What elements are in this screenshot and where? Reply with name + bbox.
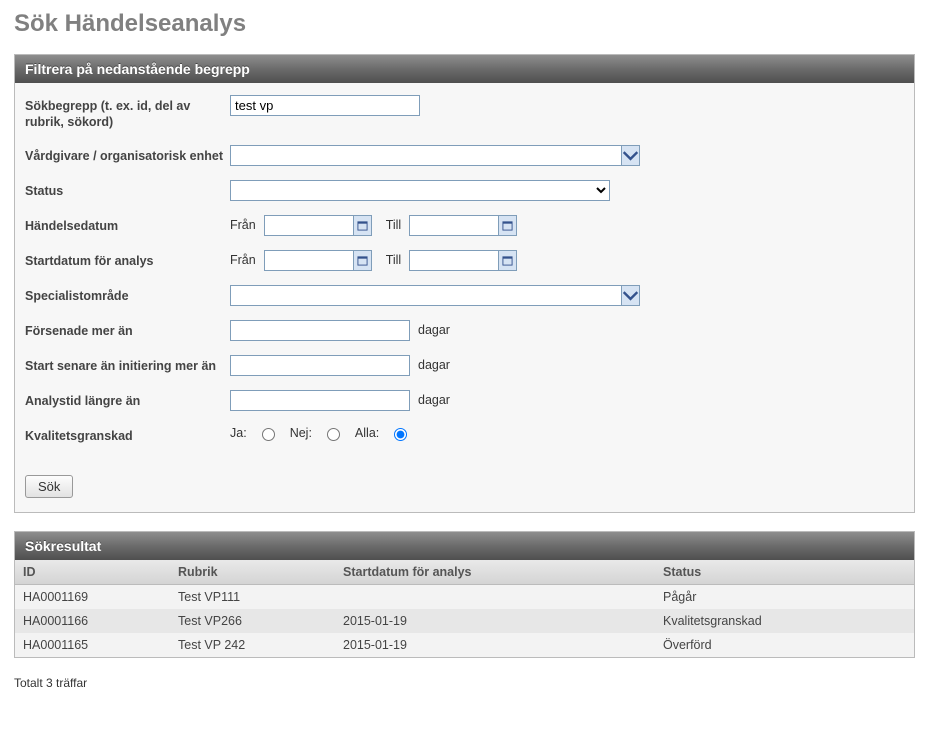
cell-id: HA0001169 xyxy=(15,584,170,609)
analystid-input[interactable] xyxy=(230,390,410,411)
status-select[interactable] xyxy=(230,180,610,201)
calendar-icon[interactable] xyxy=(498,216,516,235)
filter-panel-body: Sökbegrepp (t. ex. id, del av rubrik, sö… xyxy=(15,83,914,512)
radio-label-ja: Ja: xyxy=(230,426,247,440)
radio-alla[interactable] xyxy=(394,428,407,441)
sokbegrepp-input[interactable] xyxy=(230,95,420,116)
col-startdatum[interactable]: Startdatum för analys xyxy=(335,560,655,585)
cell-startdatum: 2015-01-19 xyxy=(335,633,655,657)
cell-id: HA0001165 xyxy=(15,633,170,657)
label-fran: Från xyxy=(230,218,256,232)
label-startdatum: Startdatum för analys xyxy=(25,250,230,269)
chevron-down-icon[interactable] xyxy=(621,286,639,305)
filter-panel: Filtrera på nedanstående begrepp Sökbegr… xyxy=(14,54,915,513)
cell-status: Överförd xyxy=(655,633,914,657)
radio-nej[interactable] xyxy=(327,428,340,441)
vardgivare-select[interactable] xyxy=(230,145,640,166)
cell-rubrik: Test VP266 xyxy=(170,609,335,633)
radio-ja[interactable] xyxy=(262,428,275,441)
col-id[interactable]: ID xyxy=(15,560,170,585)
results-panel-header: Sökresultat xyxy=(15,532,914,560)
cell-rubrik: Test VP 242 xyxy=(170,633,335,657)
suffix-dagar: dagar xyxy=(418,358,450,372)
cell-id: HA0001166 xyxy=(15,609,170,633)
cell-rubrik: Test VP111 xyxy=(170,584,335,609)
handelse-till-input[interactable] xyxy=(410,216,498,235)
label-analystid: Analystid längre än xyxy=(25,390,230,409)
label-till: Till xyxy=(386,253,402,267)
label-start-senare: Start senare än initiering mer än xyxy=(25,355,230,374)
chevron-down-icon[interactable] xyxy=(621,146,639,165)
cell-startdatum xyxy=(335,584,655,609)
label-fran: Från xyxy=(230,253,256,267)
label-forsenade: Försenade mer än xyxy=(25,320,230,339)
label-vardgivare: Vårdgivare / organisatorisk enhet xyxy=(25,145,230,164)
calendar-icon[interactable] xyxy=(498,251,516,270)
cell-status: Pågår xyxy=(655,584,914,609)
label-sokbegrepp: Sökbegrepp (t. ex. id, del av rubrik, sö… xyxy=(25,95,230,131)
results-panel: Sökresultat ID Rubrik Startdatum för ana… xyxy=(14,531,915,658)
calendar-icon[interactable] xyxy=(353,216,371,235)
table-row[interactable]: HA0001165Test VP 2422015-01-19Överförd xyxy=(15,633,914,657)
filter-panel-header: Filtrera på nedanstående begrepp xyxy=(15,55,914,83)
label-status: Status xyxy=(25,180,230,199)
radio-label-alla: Alla: xyxy=(355,426,379,440)
search-button[interactable]: Sök xyxy=(25,475,73,498)
suffix-dagar: dagar xyxy=(418,393,450,407)
page-title: Sök Händelseanalys xyxy=(14,10,915,38)
results-count: Totalt 3 träffar xyxy=(14,676,915,690)
start-fran-input[interactable] xyxy=(265,251,353,270)
start-senare-input[interactable] xyxy=(230,355,410,376)
forsenade-input[interactable] xyxy=(230,320,410,341)
handelse-fran-input[interactable] xyxy=(265,216,353,235)
col-status[interactable]: Status xyxy=(655,560,914,585)
label-specialistomrade: Specialistområde xyxy=(25,285,230,304)
col-rubrik[interactable]: Rubrik xyxy=(170,560,335,585)
cell-startdatum: 2015-01-19 xyxy=(335,609,655,633)
table-row[interactable]: HA0001166Test VP2662015-01-19Kvalitetsgr… xyxy=(15,609,914,633)
radio-label-nej: Nej: xyxy=(290,426,312,440)
cell-status: Kvalitetsgranskad xyxy=(655,609,914,633)
calendar-icon[interactable] xyxy=(353,251,371,270)
results-table: ID Rubrik Startdatum för analys Status H… xyxy=(15,560,914,657)
start-till-input[interactable] xyxy=(410,251,498,270)
table-row[interactable]: HA0001169Test VP111 Pågår xyxy=(15,584,914,609)
specialistomrade-select[interactable] xyxy=(230,285,640,306)
label-kvalitet: Kvalitetsgranskad xyxy=(25,425,230,444)
suffix-dagar: dagar xyxy=(418,323,450,337)
label-till: Till xyxy=(386,218,402,232)
label-handelsedatum: Händelsedatum xyxy=(25,215,230,234)
